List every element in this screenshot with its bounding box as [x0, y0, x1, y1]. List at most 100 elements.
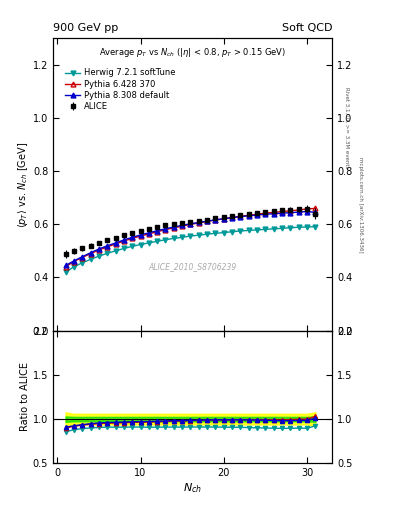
Pythia 8.308 default	[105, 243, 110, 249]
Pythia 6.428 370	[188, 221, 193, 227]
Herwig 7.2.1 softTune	[288, 225, 293, 231]
Pythia 6.428 370	[72, 259, 76, 265]
Herwig 7.2.1 softTune	[296, 224, 301, 230]
Herwig 7.2.1 softTune	[105, 250, 110, 257]
Pythia 8.308 default	[255, 212, 259, 218]
Pythia 8.308 default	[221, 216, 226, 222]
X-axis label: $N_{ch}$: $N_{ch}$	[183, 481, 202, 495]
Text: mcplots.cern.ch [arXiv:1306.3436]: mcplots.cern.ch [arXiv:1306.3436]	[358, 157, 363, 252]
Pythia 6.428 370	[121, 238, 126, 244]
Pythia 8.308 default	[147, 230, 151, 236]
Herwig 7.2.1 softTune	[180, 234, 185, 241]
Pythia 6.428 370	[238, 214, 243, 220]
Herwig 7.2.1 softTune	[221, 229, 226, 236]
Herwig 7.2.1 softTune	[205, 231, 209, 237]
Pythia 8.308 default	[130, 234, 134, 241]
Pythia 6.428 370	[305, 206, 309, 212]
Herwig 7.2.1 softTune	[246, 227, 251, 233]
Herwig 7.2.1 softTune	[171, 236, 176, 242]
Line: Pythia 6.428 370: Pythia 6.428 370	[63, 206, 318, 269]
Herwig 7.2.1 softTune	[97, 253, 101, 259]
Pythia 6.428 370	[230, 215, 235, 221]
Pythia 6.428 370	[147, 231, 151, 237]
Pythia 6.428 370	[113, 241, 118, 247]
Pythia 8.308 default	[113, 240, 118, 246]
Herwig 7.2.1 softTune	[272, 226, 276, 232]
Pythia 8.308 default	[280, 210, 285, 216]
Pythia 8.308 default	[138, 232, 143, 238]
Pythia 6.428 370	[255, 211, 259, 217]
Herwig 7.2.1 softTune	[121, 245, 126, 251]
Pythia 6.428 370	[130, 236, 134, 242]
Herwig 7.2.1 softTune	[72, 264, 76, 270]
Pythia 6.428 370	[105, 244, 110, 250]
Pythia 6.428 370	[213, 217, 218, 223]
Pythia 8.308 default	[238, 214, 243, 220]
Pythia 8.308 default	[272, 210, 276, 217]
Pythia 8.308 default	[163, 226, 168, 232]
Pythia 6.428 370	[246, 212, 251, 218]
Pythia 6.428 370	[313, 205, 318, 211]
Pythia 6.428 370	[221, 216, 226, 222]
Herwig 7.2.1 softTune	[196, 232, 201, 238]
Herwig 7.2.1 softTune	[138, 242, 143, 248]
Pythia 8.308 default	[296, 209, 301, 215]
Text: ALICE_2010_S8706239: ALICE_2010_S8706239	[149, 262, 237, 271]
Pythia 8.308 default	[205, 218, 209, 224]
Pythia 6.428 370	[155, 229, 160, 235]
Pythia 6.428 370	[280, 208, 285, 215]
Line: Pythia 8.308 default: Pythia 8.308 default	[63, 209, 318, 268]
Pythia 8.308 default	[188, 221, 193, 227]
Pythia 8.308 default	[171, 224, 176, 230]
Pythia 8.308 default	[263, 211, 268, 217]
Pythia 8.308 default	[63, 263, 68, 269]
Pythia 6.428 370	[171, 225, 176, 231]
Pythia 6.428 370	[80, 254, 84, 261]
Herwig 7.2.1 softTune	[188, 233, 193, 239]
Pythia 8.308 default	[72, 258, 76, 264]
Pythia 8.308 default	[97, 246, 101, 252]
Pythia 8.308 default	[88, 250, 93, 256]
Herwig 7.2.1 softTune	[305, 224, 309, 230]
Text: Average $p_T$ vs $N_{ch}$ ($|\eta|$ < 0.8, $p_T$ > 0.15 GeV): Average $p_T$ vs $N_{ch}$ ($|\eta|$ < 0.…	[99, 46, 286, 59]
Y-axis label: Ratio to ALICE: Ratio to ALICE	[20, 362, 30, 432]
Legend: Herwig 7.2.1 softTune, Pythia 6.428 370, Pythia 8.308 default, ALICE: Herwig 7.2.1 softTune, Pythia 6.428 370,…	[63, 66, 178, 113]
Herwig 7.2.1 softTune	[113, 248, 118, 254]
Pythia 8.308 default	[155, 228, 160, 234]
Herwig 7.2.1 softTune	[88, 257, 93, 263]
Pythia 6.428 370	[205, 218, 209, 224]
Herwig 7.2.1 softTune	[63, 269, 68, 275]
Pythia 6.428 370	[272, 209, 276, 216]
Herwig 7.2.1 softTune	[255, 227, 259, 233]
Pythia 6.428 370	[63, 264, 68, 270]
Pythia 6.428 370	[138, 233, 143, 239]
Herwig 7.2.1 softTune	[263, 226, 268, 232]
Text: Rivet 3.1.10, >= 3.3M events: Rivet 3.1.10, >= 3.3M events	[344, 88, 349, 168]
Pythia 8.308 default	[80, 253, 84, 260]
Herwig 7.2.1 softTune	[313, 224, 318, 230]
Herwig 7.2.1 softTune	[147, 240, 151, 246]
Pythia 8.308 default	[313, 209, 318, 216]
Pythia 8.308 default	[305, 208, 309, 215]
Herwig 7.2.1 softTune	[238, 228, 243, 234]
Pythia 6.428 370	[97, 247, 101, 253]
Text: Soft QCD: Soft QCD	[282, 23, 332, 33]
Pythia 8.308 default	[121, 237, 126, 243]
Herwig 7.2.1 softTune	[213, 230, 218, 237]
Pythia 8.308 default	[230, 215, 235, 221]
Herwig 7.2.1 softTune	[163, 237, 168, 243]
Line: Herwig 7.2.1 softTune: Herwig 7.2.1 softTune	[63, 224, 318, 274]
Pythia 6.428 370	[88, 250, 93, 257]
Herwig 7.2.1 softTune	[80, 260, 84, 266]
Y-axis label: $\langle p_T \rangle$ vs. $N_{ch}$ [GeV]: $\langle p_T \rangle$ vs. $N_{ch}$ [GeV]	[16, 141, 30, 228]
Pythia 6.428 370	[263, 210, 268, 216]
Pythia 8.308 default	[288, 209, 293, 216]
Pythia 6.428 370	[296, 207, 301, 213]
Pythia 6.428 370	[196, 220, 201, 226]
Pythia 6.428 370	[180, 223, 185, 229]
Pythia 6.428 370	[163, 226, 168, 232]
Herwig 7.2.1 softTune	[280, 225, 285, 231]
Pythia 8.308 default	[246, 213, 251, 219]
Pythia 8.308 default	[213, 217, 218, 223]
Herwig 7.2.1 softTune	[130, 243, 134, 249]
